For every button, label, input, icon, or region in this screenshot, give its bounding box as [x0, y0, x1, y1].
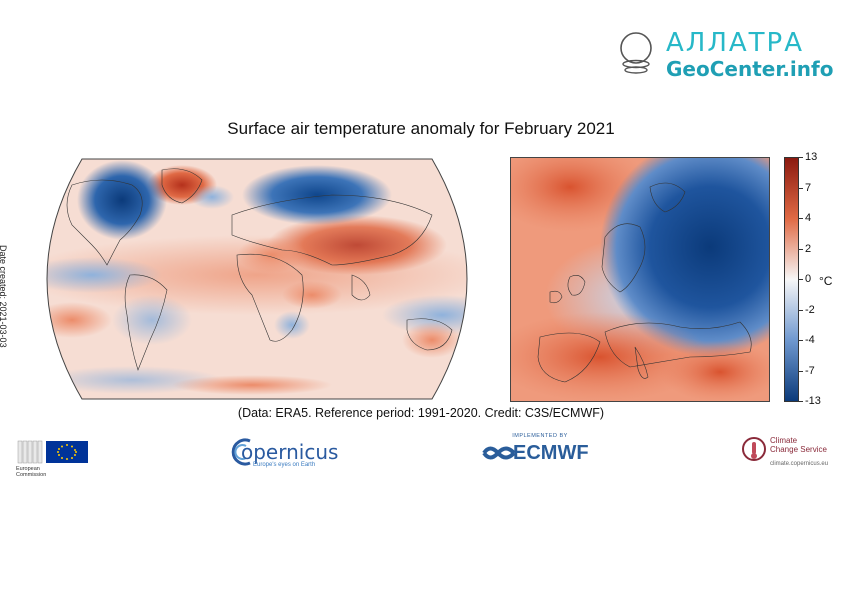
world-anomaly-map: [46, 158, 468, 400]
colorbar-tick-label: 2: [805, 243, 812, 255]
copernicus-logo: [228, 433, 338, 473]
brand-name: АЛЛАТРА: [666, 28, 805, 58]
climate-change-service-logo: Climate Change Service climate.copernicu…: [740, 430, 840, 470]
colorbar-tick-label: 0: [805, 273, 812, 285]
date-created-note: Date created: 2021-03-03: [0, 245, 8, 348]
ccs-url: climate.copernicus.eu: [770, 461, 829, 467]
colorbar-tick-mark: [799, 279, 803, 280]
copernicus-wordmark: opernicus: [241, 440, 339, 464]
colorbar-tick-mark: [799, 371, 803, 372]
brand-logo: АЛЛАТРА GeoCenter.info: [612, 26, 834, 86]
european-commission-logo: [14, 435, 94, 477]
colorbar-tick-mark: [799, 401, 803, 402]
eu-caption: European Commission: [16, 466, 46, 478]
europe-anomaly-map: [510, 157, 770, 402]
colorbar-tick-label: -4: [805, 334, 815, 346]
colorbar: [784, 157, 799, 402]
colorbar-tick-mark: [799, 249, 803, 250]
eu-caption-line2: Commission: [16, 472, 47, 478]
ecmwf-wordmark: ECMWF: [513, 442, 589, 464]
colorbar-tick-mark: [799, 310, 803, 311]
colorbar-tick-label: -13: [805, 395, 821, 407]
colorbar-tick-mark: [799, 188, 803, 189]
colorbar-unit: °C: [819, 274, 833, 288]
colorbar-tick-mark: [799, 218, 803, 219]
ccs-title-line1: Climate: [770, 436, 798, 445]
data-credit: (Data: ERA5. Reference period: 1991-2020…: [237, 406, 605, 420]
colorbar-tick-label: -7: [805, 365, 815, 377]
colorbar-tick-label: 7: [805, 182, 812, 194]
ecmwf-implemented-by: IMPLEMENTED BY: [512, 433, 568, 439]
colorbar-tick-label: 4: [805, 212, 812, 224]
brand-site: GeoCenter.info: [666, 57, 834, 81]
ecmwf-logo: [478, 430, 608, 470]
colorbar-tick-label: 13: [805, 151, 818, 163]
brand-emblem-icon: [620, 32, 652, 74]
eu-caption-line1: European: [16, 466, 40, 472]
colorbar-tick-mark: [799, 340, 803, 341]
chart-title: Surface air temperature anomaly for Febr…: [227, 119, 615, 138]
colorbar-ticks: 13 7 4 2 0 -2 -4 -7 -13: [799, 151, 839, 407]
colorbar-tick-mark: [799, 157, 803, 158]
ccs-title-line2: Change Service: [770, 445, 827, 454]
ccs-title: Climate Change Service: [770, 436, 827, 454]
colorbar-tick-label: -2: [805, 304, 815, 316]
copernicus-tagline: Europe's eyes on Earth: [253, 462, 316, 468]
